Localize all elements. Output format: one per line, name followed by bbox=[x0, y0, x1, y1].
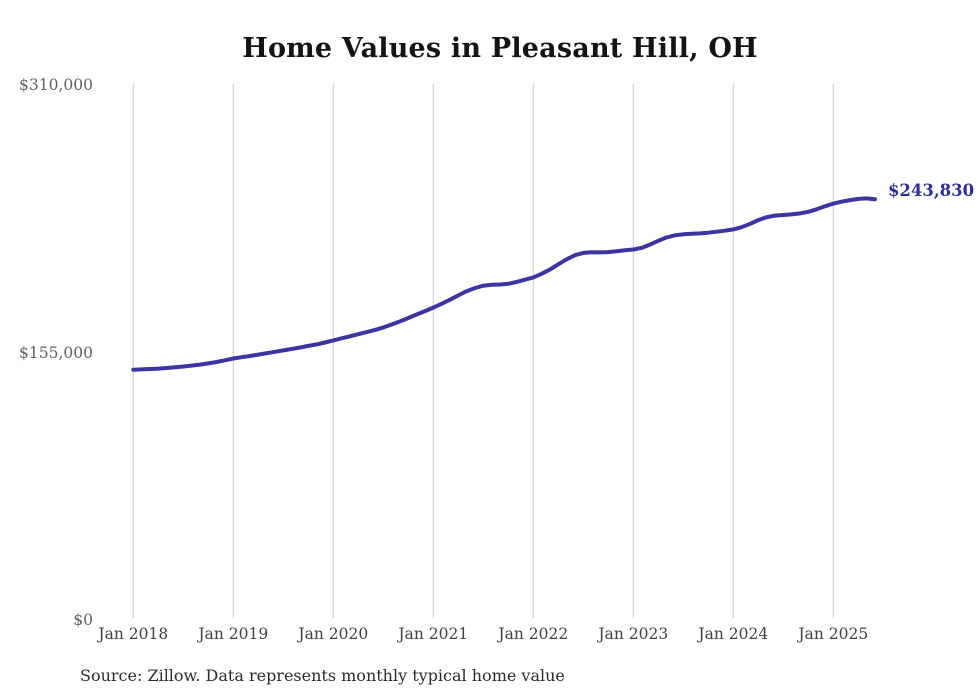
chart-title: Home Values in Pleasant Hill, OH bbox=[242, 33, 758, 64]
x-axis-label: Jan 2022 bbox=[498, 625, 569, 643]
x-axis-label: Jan 2025 bbox=[798, 625, 869, 643]
y-axis-label: $0 bbox=[73, 611, 93, 629]
home-value-line-series bbox=[131, 196, 877, 372]
y-axis-label: $310,000 bbox=[19, 76, 93, 94]
x-axis-label: Jan 2018 bbox=[98, 625, 169, 643]
x-axis-label: Jan 2020 bbox=[298, 625, 369, 643]
x-axis-label: Jan 2024 bbox=[698, 625, 769, 643]
y-axis-label: $155,000 bbox=[19, 343, 93, 362]
vertical-gridlines bbox=[132, 84, 834, 618]
source-attribution: Source: Zillow. Data represents monthly … bbox=[80, 666, 565, 685]
x-axis-label: Jan 2019 bbox=[198, 625, 269, 643]
x-axis-label: Jan 2023 bbox=[598, 625, 669, 643]
current-value-annotation: $243,830 bbox=[887, 181, 975, 201]
x-axis-label: Jan 2021 bbox=[398, 625, 469, 643]
